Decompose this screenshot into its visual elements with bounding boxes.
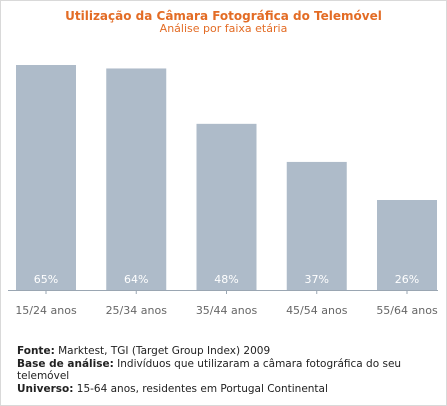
- bar-1: [16, 65, 76, 290]
- x-tick-label-2: 25/34 anos: [106, 304, 168, 317]
- data-label-4: 37%: [305, 273, 329, 286]
- data-label-3: 48%: [214, 273, 238, 286]
- data-label-1: 65%: [34, 273, 58, 286]
- base-line: Base de análise: Indivíduos que utilizar…: [17, 358, 437, 383]
- universe-line: Universo: 15-64 anos, residentes em Port…: [17, 383, 437, 396]
- x-tick-label-1: 15/24 anos: [15, 304, 77, 317]
- chart-footer: Fonte: Marktest, TGI (Target Group Index…: [17, 345, 437, 395]
- bar-3: [196, 123, 257, 290]
- source-label: Fonte:: [17, 345, 55, 357]
- universe-label: Universo:: [17, 382, 74, 395]
- x-tick-label-4: 45/54 anos: [286, 304, 348, 317]
- chart-title: Utilização da Câmara Fotográfica do Tele…: [65, 9, 382, 23]
- universe-text: 15-64 anos, residentes em Portugal Conti…: [73, 382, 328, 395]
- base-text: Indivíduos que utilizaram a câmara fotog…: [17, 357, 402, 383]
- x-tick-label-5: 55/64 anos: [376, 304, 438, 317]
- source-line: Fonte: Marktest, TGI (Target Group Index…: [17, 345, 437, 358]
- x-tick-label-3: 35/44 anos: [196, 304, 258, 317]
- source-text: Marktest, TGI (Target Group Index) 2009: [54, 345, 271, 357]
- base-label: Base de análise:: [17, 357, 114, 370]
- data-label-5: 26%: [395, 273, 419, 286]
- bar-4: [286, 161, 347, 290]
- bar-2: [106, 68, 167, 290]
- data-label-2: 64%: [124, 273, 148, 286]
- bar-chart: 65% 15/24 anos 64% 25/34 anos 48% 35/44 anos 3…: [8, 65, 438, 317]
- bar-5: [377, 200, 437, 290]
- chart-subtitle: Análise por faixa etária: [159, 22, 288, 35]
